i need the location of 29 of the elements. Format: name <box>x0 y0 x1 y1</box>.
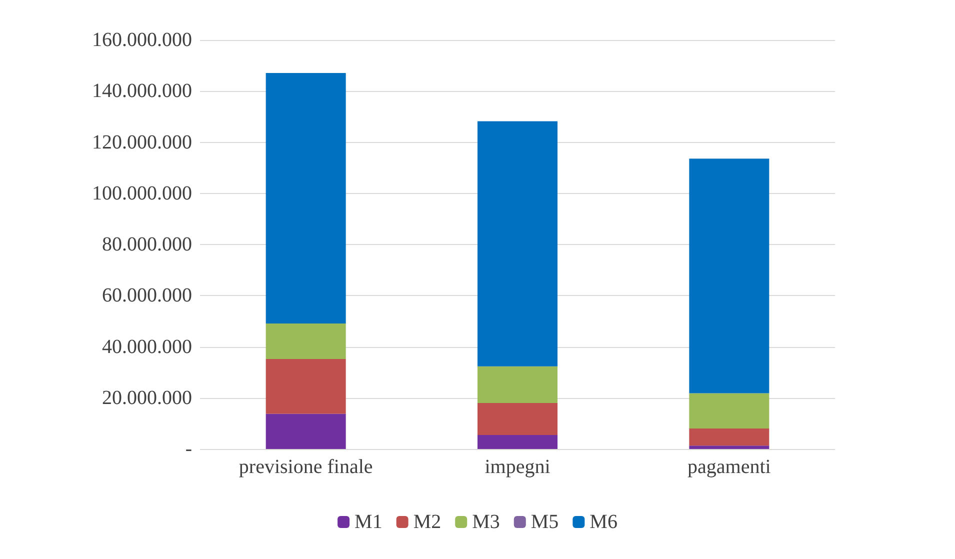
y-tick-label: 100.000.000 <box>92 182 192 204</box>
y-tick-label: 160.000.000 <box>92 29 192 51</box>
bar <box>478 402 558 435</box>
y-tick-label: 140.000.000 <box>92 80 192 102</box>
bar <box>478 121 558 366</box>
bar <box>689 393 770 429</box>
y-tick-label: 120.000.000 <box>92 131 192 154</box>
x-tick-label: previsione finale <box>238 456 373 478</box>
bar <box>266 72 346 324</box>
legend-label: M1 <box>354 511 382 533</box>
x-tick-label: pagamenti <box>688 456 772 478</box>
bar <box>689 446 770 449</box>
y-tick-label: 40.000.000 <box>102 336 192 358</box>
x-tick-label: impegni <box>484 456 551 478</box>
legend-label: M5 <box>530 511 559 533</box>
y-tick-label: 60.000.000 <box>102 284 192 307</box>
bar <box>266 359 346 414</box>
bar <box>478 366 558 403</box>
legend-label: M6 <box>590 511 618 533</box>
y-tick-label: - <box>185 438 192 460</box>
legend-label: M3 <box>472 511 500 533</box>
legend-label: M2 <box>413 511 442 533</box>
bar <box>478 434 558 449</box>
bar <box>689 428 770 446</box>
bar <box>266 323 346 360</box>
y-tick-label: 80.000.000 <box>102 234 192 256</box>
bar <box>689 158 770 394</box>
y-tick-label: 20.000.000 <box>102 386 192 409</box>
bar <box>266 414 346 449</box>
